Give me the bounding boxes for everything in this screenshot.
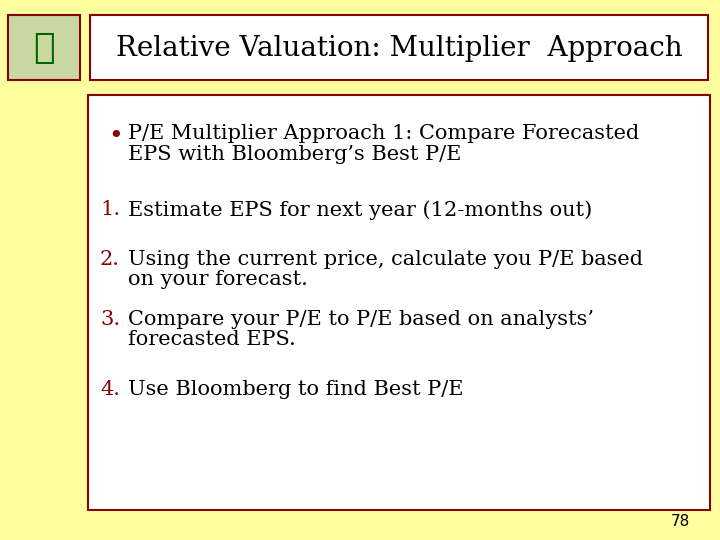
Text: Estimate EPS for next year (12-months out): Estimate EPS for next year (12-months ou… [128,200,593,220]
FancyBboxPatch shape [8,15,80,80]
Text: 2.: 2. [100,250,120,269]
Text: 78: 78 [670,515,690,530]
Text: 🗄: 🗄 [33,31,55,65]
Text: forecasted EPS.: forecasted EPS. [128,330,296,349]
Text: P/E Multiplier Approach 1: Compare Forecasted: P/E Multiplier Approach 1: Compare Forec… [128,124,639,143]
Text: on your forecast.: on your forecast. [128,270,308,289]
FancyBboxPatch shape [88,95,710,510]
Text: 4.: 4. [100,380,120,399]
Text: 1.: 1. [100,200,120,219]
Text: •: • [108,125,122,148]
Text: Using the current price, calculate you P/E based: Using the current price, calculate you P… [128,250,643,269]
Text: Relative Valuation: Multiplier  Approach: Relative Valuation: Multiplier Approach [116,35,683,62]
Text: Use Bloomberg to find Best P/E: Use Bloomberg to find Best P/E [128,380,464,399]
Text: EPS with Bloomberg’s Best P/E: EPS with Bloomberg’s Best P/E [128,145,462,164]
Text: Compare your P/E to P/E based on analysts’: Compare your P/E to P/E based on analyst… [128,310,594,329]
Text: 3.: 3. [100,310,120,329]
FancyBboxPatch shape [90,15,708,80]
